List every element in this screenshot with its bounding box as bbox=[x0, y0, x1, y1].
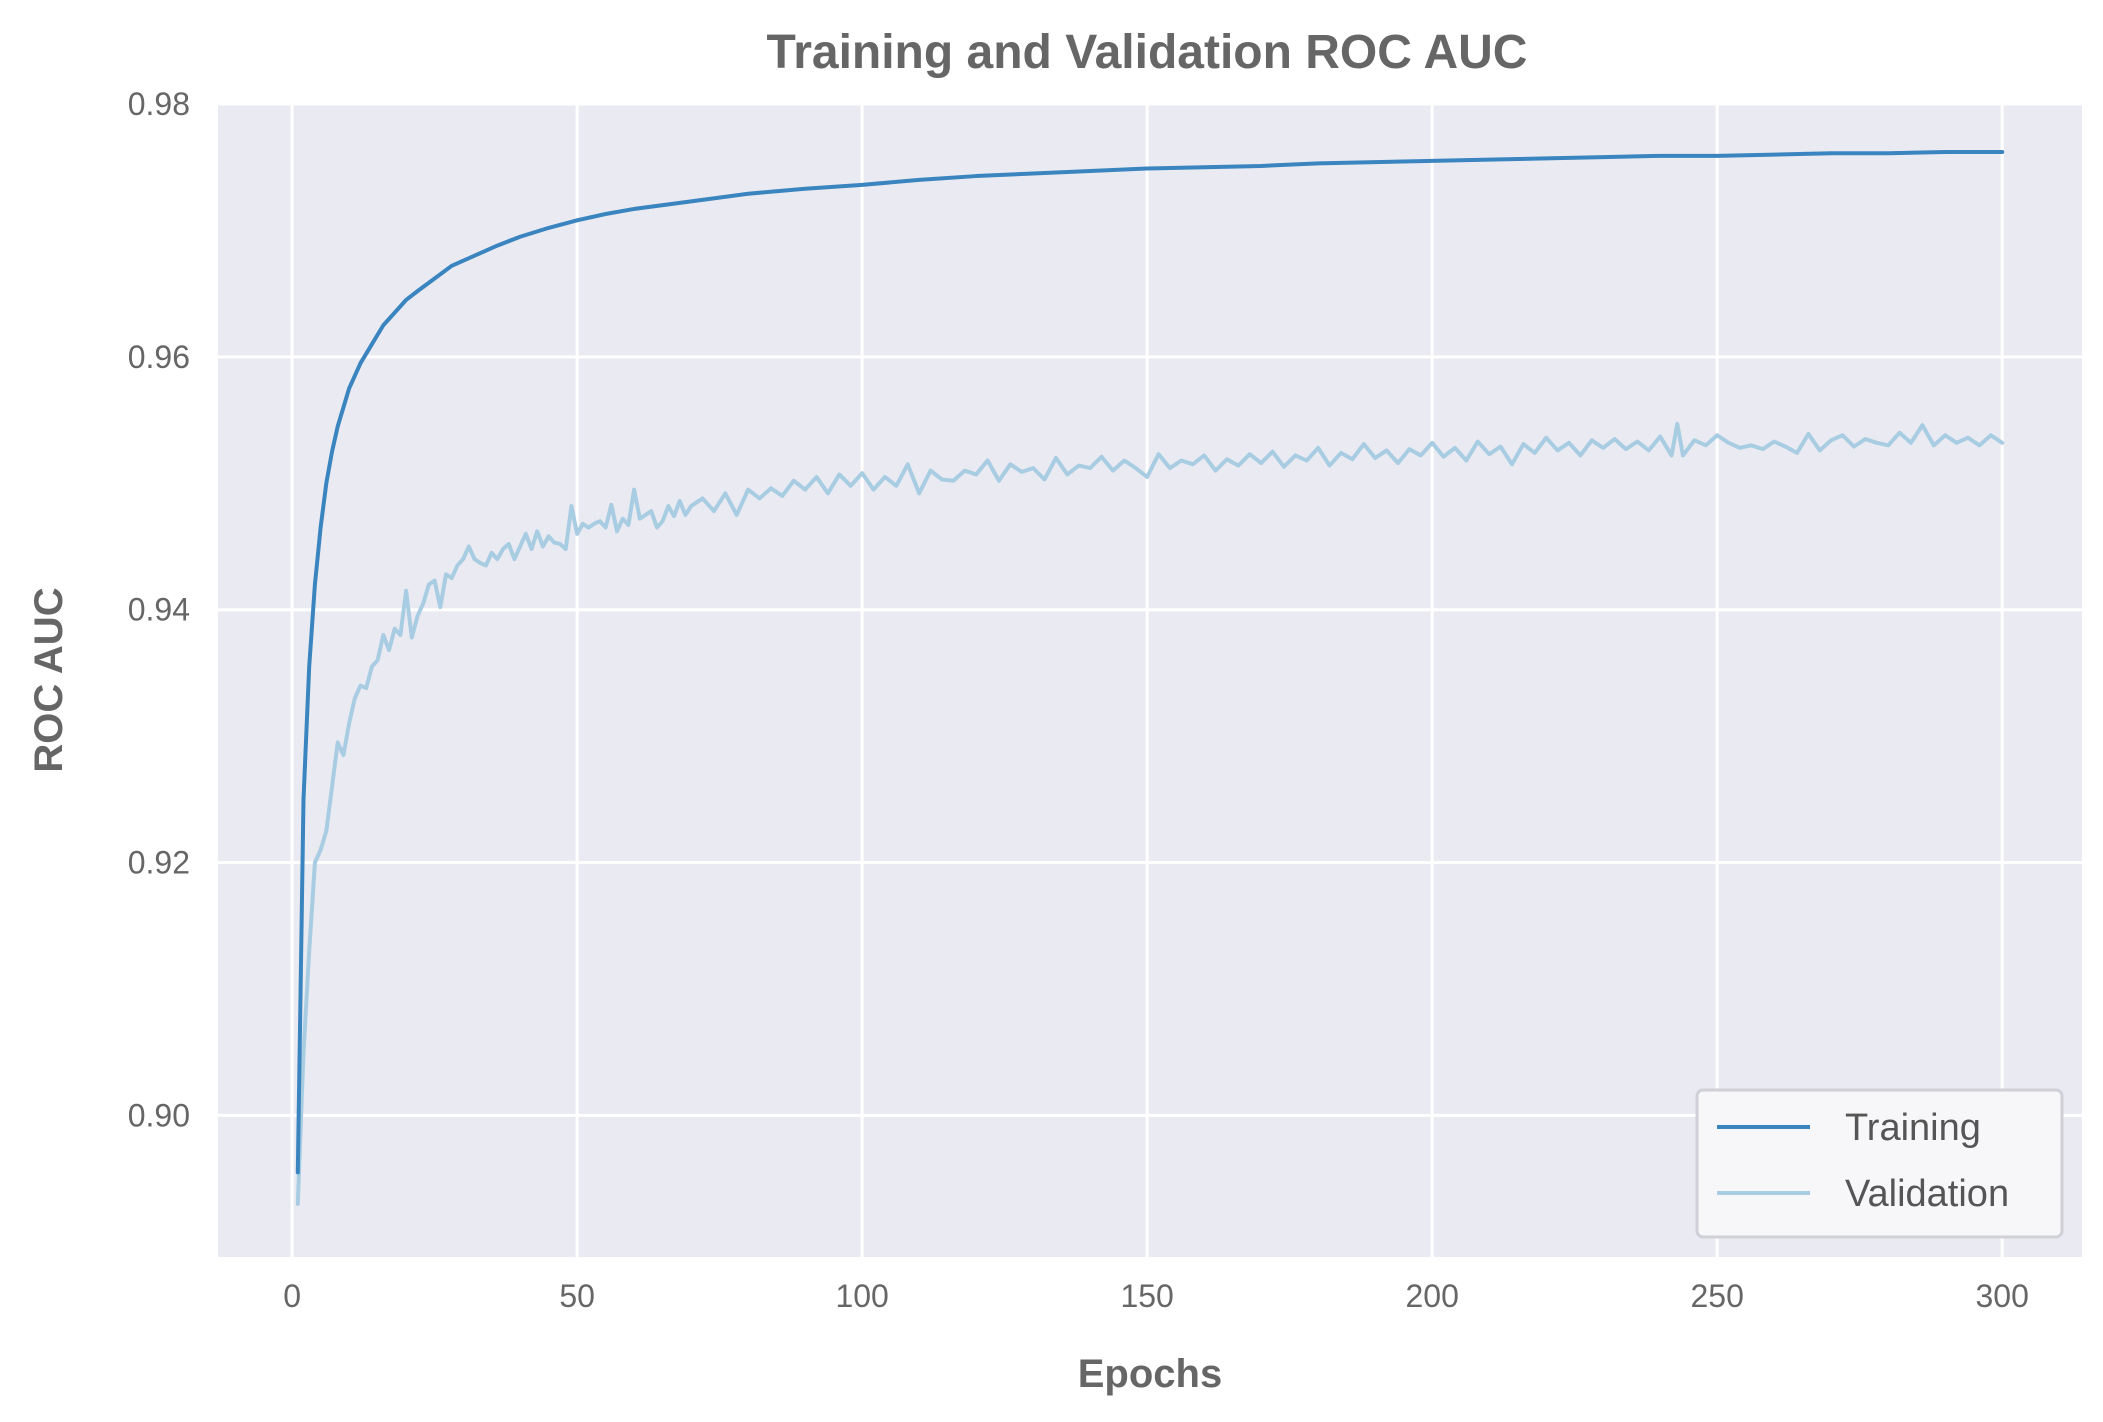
y-tick-label: 0.98 bbox=[128, 86, 190, 122]
y-tick-label: 0.92 bbox=[128, 845, 190, 881]
y-axis-label: ROC AUC bbox=[27, 587, 71, 772]
legend: Training Validation bbox=[1695, 1088, 2064, 1239]
x-tick-label: 200 bbox=[1405, 1278, 1458, 1314]
x-tick-label: 250 bbox=[1690, 1278, 1743, 1314]
legend-label-training: Training bbox=[1845, 1107, 1981, 1149]
y-tick-label: 0.90 bbox=[128, 1097, 190, 1133]
x-tick-label: 0 bbox=[283, 1278, 301, 1314]
x-axis-label: Epochs bbox=[1078, 1352, 1222, 1396]
plot-area bbox=[218, 104, 2082, 1257]
x-tick-label: 150 bbox=[1120, 1278, 1173, 1314]
legend-label-validation: Validation bbox=[1845, 1173, 2009, 1215]
x-tick-label: 100 bbox=[835, 1278, 888, 1314]
y-axis-ticks: 0.90 0.92 0.94 0.96 0.98 bbox=[128, 86, 190, 1133]
x-tick-label: 50 bbox=[559, 1278, 595, 1314]
x-tick-label: 300 bbox=[1976, 1278, 2029, 1314]
series-layer bbox=[295, 150, 2005, 1206]
gridlines bbox=[218, 102, 2082, 1257]
x-axis-ticks: 0 50 100 150 200 250 300 bbox=[283, 1278, 2029, 1314]
series-line-validation bbox=[295, 421, 2005, 1206]
y-tick-label: 0.94 bbox=[128, 592, 190, 628]
series-line-training bbox=[295, 150, 2005, 1175]
chart-title: Training and Validation ROC AUC bbox=[767, 26, 1528, 79]
y-tick-label: 0.96 bbox=[128, 339, 190, 375]
